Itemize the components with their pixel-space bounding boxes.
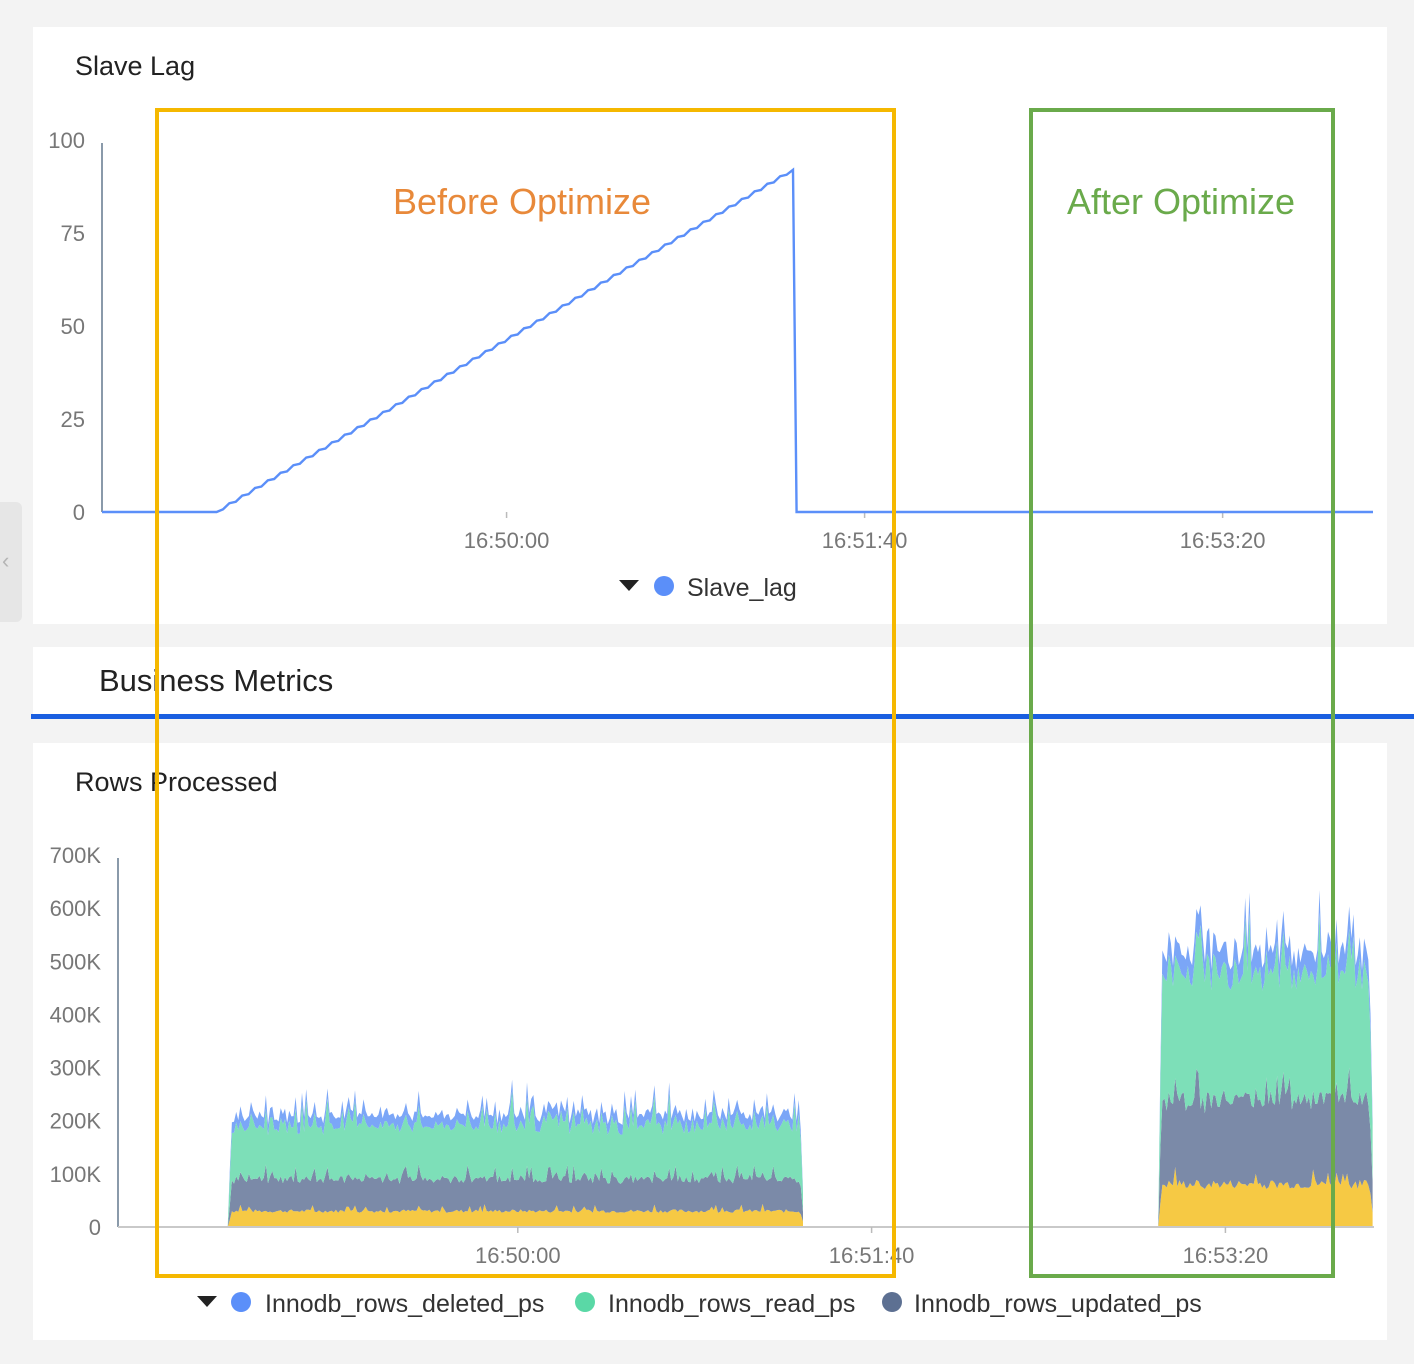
slave-lag-x-ticks: 16:50:00 16:51:40 16:53:20: [464, 512, 1266, 553]
slave-lag-x-tick-label: 16:50:00: [464, 528, 550, 553]
legend-label-updated: Innodb_rows_updated_ps: [914, 1290, 1202, 1318]
business-metrics-header: Business Metrics: [33, 647, 1414, 715]
rows-area-band: [1158, 890, 1373, 1227]
slave-lag-x-tick-label: 16:53:20: [1180, 528, 1266, 553]
rows-area-band: [1158, 1166, 1373, 1227]
rows-processed-title: Rows Processed: [75, 767, 278, 797]
slave-lag-y-tick-label: 50: [61, 314, 85, 339]
rows-y-tick-label: 200K: [50, 1109, 102, 1134]
rows-legend[interactable]: Innodb_rows_deleted_ps Innodb_rows_read_…: [197, 1290, 1202, 1318]
rows-area-band: [1158, 912, 1373, 1227]
legend-marker-slave-lag: [654, 576, 674, 596]
rows-area-band: [1158, 1067, 1373, 1227]
before-optimize-label: Before Optimize: [393, 181, 651, 222]
chevron-left-icon[interactable]: ‹: [2, 548, 10, 573]
rows-area-band: [227, 1203, 803, 1227]
legend-label-read: Innodb_rows_read_ps: [608, 1290, 855, 1318]
legend-label-slave-lag: Slave_lag: [687, 574, 797, 602]
slave-lag-series-line: [102, 167, 1373, 514]
rows-x-tick-label: 16:50:00: [475, 1243, 561, 1268]
side-panel-toggle[interactable]: [0, 502, 22, 622]
rows-x-tick-label: 16:51:40: [829, 1243, 915, 1268]
slave-lag-y-tick-label: 0: [73, 500, 85, 525]
rows-x-tick-label: 16:53:20: [1183, 1243, 1269, 1268]
legend-marker-deleted: [231, 1292, 251, 1312]
after-optimize-box: [1029, 108, 1335, 1278]
slave-lag-y-ticks: 0 25 50 75 100: [48, 128, 85, 525]
slave-lag-panel: Slave Lag: [33, 27, 1387, 624]
slave-lag-chart: 0 25 50 75 100 16:50:00 16:51:40 16:53:20 Slav…: [48, 128, 1373, 602]
rows-y-tick-label: 300K: [50, 1056, 102, 1081]
legend-marker-read: [575, 1292, 595, 1312]
slave-lag-y-tick-label: 100: [48, 128, 85, 153]
rows-y-tick-label: 0: [89, 1215, 101, 1240]
legend-collapse-icon[interactable]: [619, 580, 639, 591]
rows-y-tick-label: 100K: [50, 1162, 102, 1187]
legend-marker-updated: [882, 1292, 902, 1312]
legend-collapse-icon[interactable]: [197, 1296, 217, 1307]
rows-area-band: [227, 1079, 803, 1227]
rows-stacked-areas: [227, 890, 1373, 1227]
rows-y-tick-label: 400K: [50, 1002, 102, 1027]
rows-area-band: [227, 1090, 803, 1227]
slave-lag-title: Slave Lag: [75, 51, 196, 81]
section-title: Business Metrics: [99, 663, 334, 698]
rows-area-band: [227, 1164, 803, 1227]
rows-y-tick-label: 600K: [50, 896, 102, 921]
before-optimize-box: [155, 108, 896, 1278]
slave-lag-legend[interactable]: Slave_lag: [619, 574, 797, 602]
rows-x-ticks: 16:50:00 16:51:40 16:53:20: [475, 1227, 1268, 1268]
section-underline: [31, 714, 1414, 719]
slave-lag-y-tick-label: 75: [61, 221, 85, 246]
rows-y-ticks: 0 100K 200K 300K 400K 500K 600K 700K: [50, 843, 102, 1240]
after-optimize-label: After Optimize: [1067, 181, 1295, 222]
legend-label-deleted: Innodb_rows_deleted_ps: [265, 1290, 544, 1318]
rows-y-tick-label: 700K: [50, 843, 102, 868]
rows-y-tick-label: 500K: [50, 949, 102, 974]
slave-lag-y-tick-label: 25: [61, 407, 85, 432]
